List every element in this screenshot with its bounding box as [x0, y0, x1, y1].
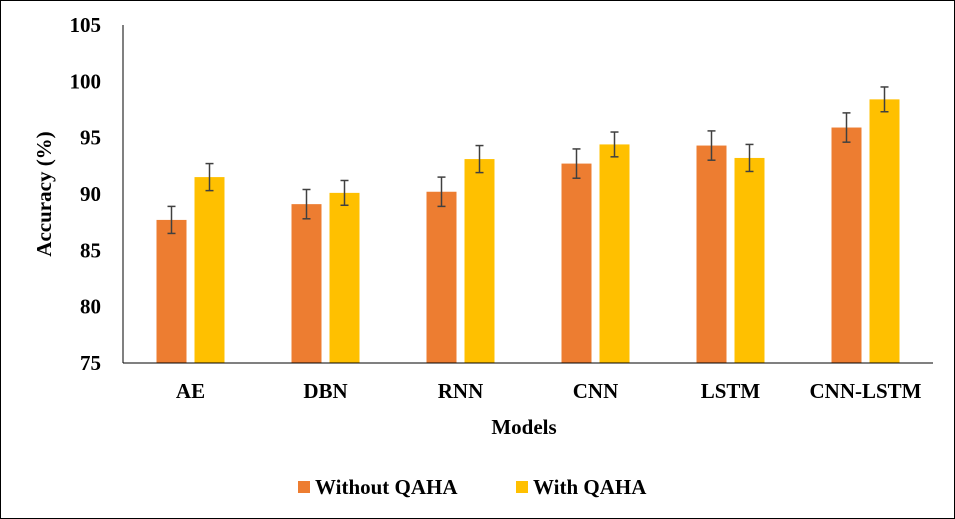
bar-without-qaha-ae: [156, 219, 187, 363]
bar-without-qaha-rnn: [426, 191, 457, 363]
error-bar: [572, 148, 581, 179]
x-tick-label: AE: [176, 379, 205, 403]
bar-without-qaha-lstm: [696, 145, 727, 363]
y-tick-label: 95: [80, 126, 101, 150]
error-bar: [302, 188, 311, 220]
x-axis-title: Models: [491, 415, 556, 439]
bars: [156, 99, 900, 364]
error-bar: [205, 162, 214, 192]
error-bars: [167, 86, 889, 235]
error-bar: [880, 86, 889, 113]
bar-with-qaha-cnn: [599, 144, 630, 363]
bar-without-qaha-cnn-lstm: [831, 127, 862, 363]
y-tick-label: 100: [70, 69, 102, 93]
y-tick-label: 85: [80, 238, 101, 262]
y-tick-label: 80: [80, 295, 101, 319]
y-tick-label: 90: [80, 182, 101, 206]
error-bar: [340, 179, 349, 207]
error-bar: [437, 176, 446, 208]
legend: Without QAHA With QAHA: [298, 475, 647, 499]
x-tick-label: RNN: [438, 379, 484, 403]
bar-with-qaha-lstm: [734, 157, 765, 363]
legend-label-with-qaha: With QAHA: [533, 475, 647, 499]
error-bar: [745, 143, 754, 173]
x-tick-label: CNN-LSTM: [809, 379, 921, 403]
bar-with-qaha-rnn: [464, 159, 495, 363]
error-bar: [610, 131, 619, 158]
y-axis-ticks: 75 80 85 90 95 100 105: [70, 13, 102, 375]
legend-swatch-with-qaha: [516, 481, 528, 493]
error-bar: [842, 112, 851, 143]
y-tick-label: 75: [80, 351, 101, 375]
bar-with-qaha-cnn-lstm: [869, 99, 900, 364]
bar-without-qaha-dbn: [291, 204, 322, 363]
bar-with-qaha-ae: [194, 177, 225, 363]
y-axis-title: Accuracy (%): [32, 131, 56, 256]
legend-swatch-without-qaha: [298, 481, 310, 493]
x-tick-label: CNN: [573, 379, 619, 403]
error-bar: [167, 205, 176, 235]
x-tick-label: DBN: [303, 379, 347, 403]
error-bar: [475, 144, 484, 174]
bar-without-qaha-cnn: [561, 163, 592, 363]
error-bar: [707, 130, 716, 161]
x-tick-label: LSTM: [701, 379, 761, 403]
bar-with-qaha-dbn: [329, 192, 360, 363]
x-axis-ticks: AE DBN RNN CNN LSTM CNN-LSTM: [176, 379, 922, 403]
legend-label-without-qaha: Without QAHA: [315, 475, 458, 499]
y-tick-label: 105: [70, 13, 102, 37]
